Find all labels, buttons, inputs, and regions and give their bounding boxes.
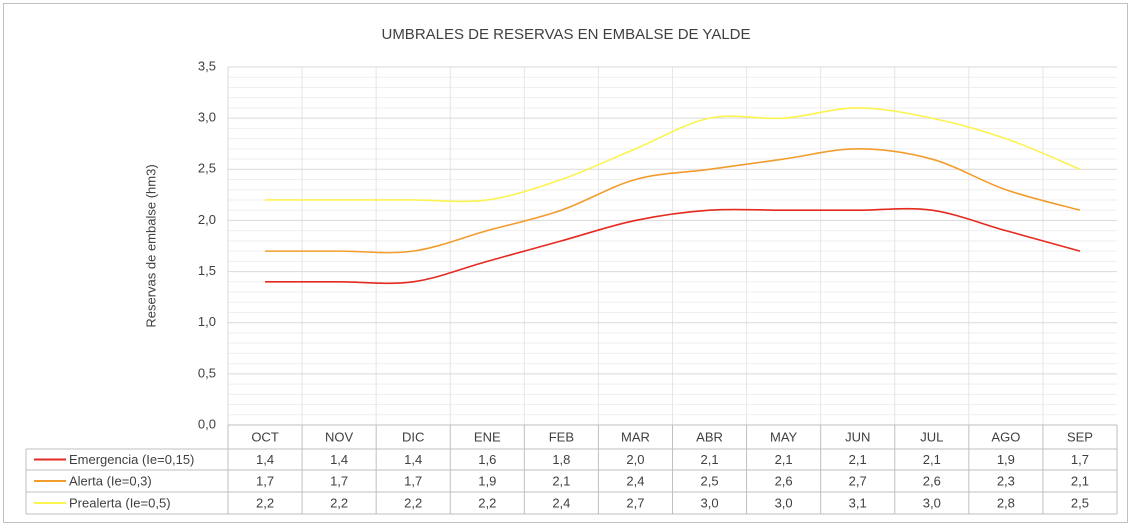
table-value: 2,7 [626,495,644,510]
table-value: 1,6 [478,452,496,467]
table-value: 2,0 [626,452,644,467]
y-tick-label: 2,0 [198,212,216,227]
table-value: 1,4 [256,452,274,467]
x-tick-label: ABR [696,429,723,444]
legend-label: Emergencia (Ie=0,15) [69,452,194,467]
table-value: 2,1 [1071,473,1089,488]
table-value: 2,1 [923,452,941,467]
y-tick-label: 0,5 [198,365,216,380]
table-value: 2,4 [626,473,644,488]
table-value: 1,4 [330,452,348,467]
x-tick-label: AGO [991,429,1020,444]
table-value: 2,1 [775,452,793,467]
x-tick-label: MAY [770,429,798,444]
table-value: 1,9 [997,452,1015,467]
x-tick-label: DIC [402,429,424,444]
y-tick-label: 1,5 [198,263,216,278]
table-value: 1,8 [552,452,570,467]
table-value: 1,7 [404,473,422,488]
table-value: 3,0 [701,495,719,510]
table-value: 2,2 [330,495,348,510]
table-value: 2,7 [849,473,867,488]
y-tick-label: 0,0 [198,416,216,431]
table-value: 2,4 [552,495,570,510]
table-value: 3,1 [849,495,867,510]
table-value: 2,1 [701,452,719,467]
legend-label: Alerta (Ie=0,3) [69,473,152,488]
table-value: 2,1 [552,473,570,488]
table-value: 2,2 [478,495,496,510]
y-tick-label: 1,0 [198,314,216,329]
table-value: 2,2 [256,495,274,510]
chart-border [3,3,1128,523]
table-value: 1,7 [256,473,274,488]
y-axis-label: Reservas de embalse (hm3) [143,164,158,327]
legend-label: Prealerta (Ie=0,5) [69,495,171,510]
table-value: 2,3 [997,473,1015,488]
x-tick-label: SEP [1067,429,1093,444]
table-value: 2,6 [775,473,793,488]
table-value: 3,0 [923,495,941,510]
table-value: 1,9 [478,473,496,488]
series-line [265,207,1081,285]
table-value: 2,5 [701,473,719,488]
table-value: 1,4 [404,452,422,467]
y-tick-label: 3,0 [198,110,216,125]
series-line [265,107,1081,203]
table-value: 2,1 [849,452,867,467]
x-tick-label: JUN [845,429,870,444]
table-value: 1,7 [1071,452,1089,467]
x-tick-label: ENE [474,429,501,444]
x-tick-label: JUL [920,429,943,444]
table-value: 2,8 [997,495,1015,510]
table-value: 3,0 [775,495,793,510]
x-tick-label: MAR [621,429,650,444]
chart-title: UMBRALES DE RESERVAS EN EMBALSE DE YALDE [381,26,750,43]
x-tick-label: FEB [549,429,574,444]
series-line [265,148,1081,254]
table-value: 2,2 [404,495,422,510]
table-value: 2,6 [923,473,941,488]
table-value: 1,7 [330,473,348,488]
x-tick-label: NOV [325,429,354,444]
y-tick-label: 3,5 [198,58,216,73]
x-tick-label: OCT [251,429,279,444]
table-value: 2,5 [1071,495,1089,510]
y-tick-label: 2,5 [198,161,216,176]
